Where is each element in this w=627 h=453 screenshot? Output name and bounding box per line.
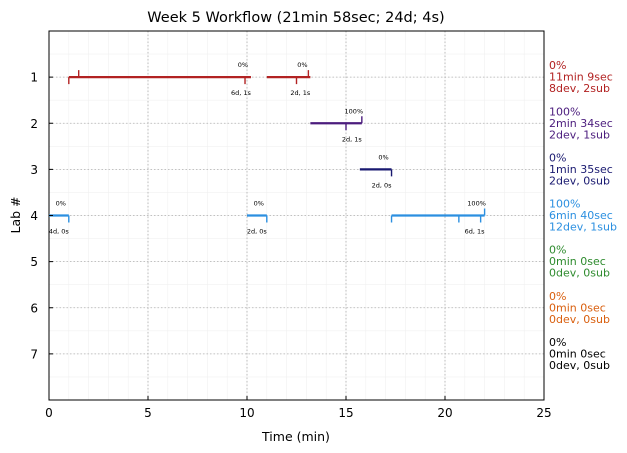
y-tick-label: 6 [30,301,38,315]
segment-percent-label: 0% [254,200,264,208]
segment-percent-label: 100% [467,200,486,208]
grid [48,30,545,401]
x-tick-label: 15 [338,406,353,420]
x-axis-label: Time (min) [261,429,330,444]
lab-summary-line: 0% [549,151,566,164]
lab-summary-line: 8dev, 2sub [549,82,610,95]
x-tick-label: 25 [536,406,551,420]
axis-ticks: 0 5 10 15 20 25 1 2 3 4 5 6 7 [30,71,551,420]
x-tick-label: 5 [144,406,152,420]
lab-summary-line: 1min 35sec [549,163,613,176]
lab-summary-line: 0dev, 0sub [549,313,610,326]
lab-summary-line: 0min 0sec [549,301,606,314]
segment-count-label: 2d, 1s [342,135,363,143]
lab-summary-line: 2min 34sec [549,117,613,130]
segment-count-label: 2d, 0s [372,181,393,189]
x-tick-label: 0 [45,406,53,420]
y-tick-label: 1 [30,71,38,85]
lab-summary-line: 11min 9sec [549,71,613,84]
segment-percent-label: 0% [297,61,307,69]
lab-summary-line: 0% [549,244,566,257]
lab-summary-line: 0% [549,336,566,349]
lab-summary-line: 0min 0sec [549,347,606,360]
lab-summary-line: 100% [549,105,580,118]
y-tick-label: 3 [30,163,38,177]
y-tick-label: 4 [30,209,38,223]
lab-summary-line: 0dev, 0sub [549,359,610,372]
segment-percent-label: 100% [345,107,364,115]
lab-summary-line: 0% [549,290,566,303]
lab-summary-line: 0% [549,59,566,72]
x-tick-label: 20 [437,406,452,420]
lab-summary-line: 12dev, 1sub [549,221,617,234]
chart-title: Week 5 Workflow (21min 58sec; 24d; 4s) [147,10,444,26]
lab-summary-line: 2dev, 0sub [549,174,610,187]
y-axis-label: Lab # [8,196,23,233]
x-tick-label: 10 [239,406,254,420]
segment-percent-label: 0% [238,61,248,69]
segment-percent-label: 0% [56,200,66,208]
segment-count-label: 4d, 0s [49,228,70,236]
segment-count-label: 6d, 1s [231,89,252,97]
lab-summary-line: 0dev, 0sub [549,267,610,280]
segment-count-label: 2d, 0s [247,228,268,236]
lab-summary-line: 2dev, 1sub [549,128,610,141]
y-tick-label: 2 [30,117,38,131]
segment-count-label: 6d, 1s [465,228,486,236]
lab-summary-line: 100% [549,198,580,211]
y-tick-label: 5 [30,255,38,269]
lab-summary-line: 6min 40sec [549,209,613,222]
segment-count-label: 2d, 1s [290,89,311,97]
timeline-marks: 0% 6d, 1s 0% 2d, 1s 100% 2d, 1s 0% 2d, 0s 0% 4d, … [49,61,486,235]
segment-percent-label: 0% [378,153,388,161]
y-tick-label: 7 [30,347,38,361]
lab-summary-line: 0min 0sec [549,255,606,268]
